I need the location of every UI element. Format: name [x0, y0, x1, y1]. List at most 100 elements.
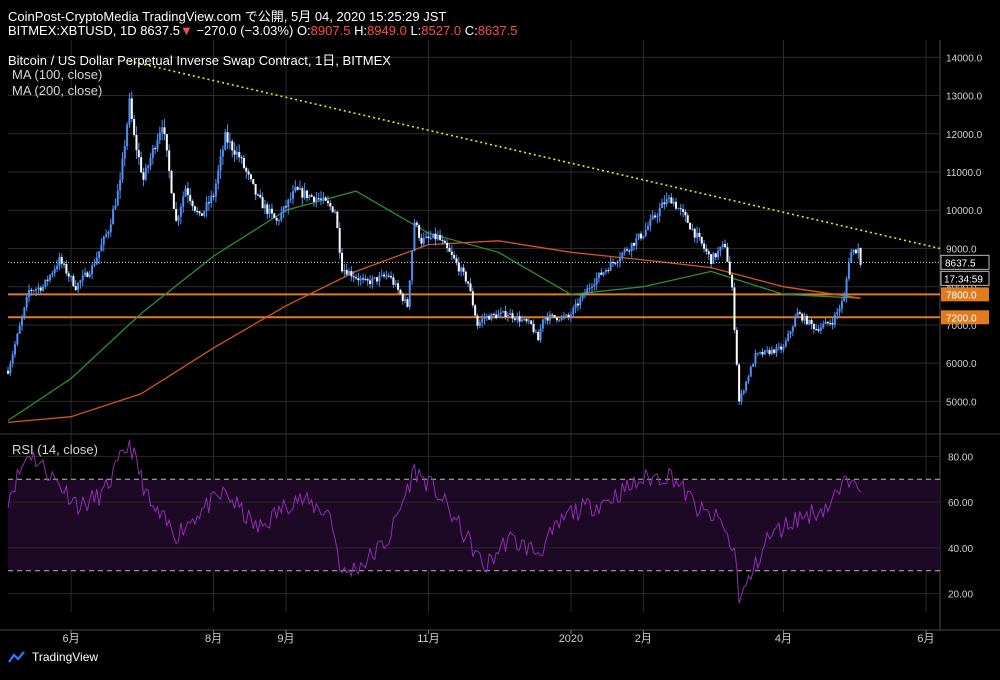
candle-body — [23, 307, 26, 318]
legend-ma100[interactable]: MA (100, close) — [12, 67, 103, 82]
close-label: C: — [464, 23, 478, 38]
candle-body — [210, 195, 213, 204]
candle-body — [394, 283, 397, 285]
candle-body — [824, 321, 827, 325]
candle-body — [198, 211, 201, 214]
candle-body — [427, 236, 430, 239]
candle-body — [238, 152, 241, 158]
candle-body — [310, 195, 313, 197]
candle-body — [317, 198, 320, 200]
candle-body — [56, 265, 59, 269]
candle-body — [140, 157, 143, 173]
candle-body — [586, 288, 589, 294]
candle-body — [497, 314, 500, 318]
candle-body — [768, 350, 771, 355]
candle-body — [759, 352, 762, 354]
candle-body — [826, 321, 829, 324]
candle-body — [366, 279, 369, 281]
candle-body — [462, 267, 465, 272]
candle-body — [742, 390, 745, 394]
candle-body — [350, 271, 353, 277]
candle-body — [46, 279, 49, 281]
candle-body — [383, 274, 386, 277]
candle-body — [513, 318, 516, 320]
candle-body — [822, 324, 825, 328]
candle-body — [847, 262, 850, 279]
last-price-label: 8637.5 — [945, 258, 976, 269]
candle-body — [193, 206, 196, 211]
candle-body — [81, 275, 84, 281]
candle-body — [186, 188, 189, 196]
candle-body — [436, 235, 439, 240]
candles-group — [7, 91, 862, 406]
tradingview-logo-icon — [8, 651, 25, 663]
candle-body — [263, 204, 266, 209]
tradingview-brand[interactable]: TradingView — [8, 650, 98, 664]
candle-body — [658, 208, 661, 217]
candle-body — [79, 280, 82, 283]
candle-body — [843, 296, 846, 302]
candle-body — [135, 135, 138, 151]
candle-body — [555, 317, 558, 321]
candle-body — [270, 208, 273, 214]
candle-body — [464, 271, 467, 282]
candle-body — [446, 242, 449, 249]
ma100-line — [7, 190, 861, 422]
candle-body — [418, 224, 421, 238]
candle-body — [476, 315, 479, 326]
candle-body — [539, 328, 542, 341]
candle-body — [450, 251, 453, 255]
legend-rsi[interactable]: RSI (14, close) — [12, 442, 98, 457]
candle-body — [58, 256, 61, 266]
candle-body — [70, 276, 73, 278]
candle-body — [614, 262, 617, 264]
candle-body — [312, 196, 315, 202]
candle-body — [443, 240, 446, 243]
candle-body — [147, 165, 150, 168]
candle-body — [474, 305, 477, 316]
legend-ma200[interactable]: MA (200, close) — [12, 83, 103, 98]
candle-body — [259, 194, 262, 198]
candle-body — [558, 319, 561, 321]
candle-body — [357, 278, 360, 281]
candle-body — [53, 268, 56, 274]
candle-body — [831, 323, 834, 325]
candle-body — [665, 198, 668, 205]
candle-body — [467, 281, 470, 284]
candle-body — [336, 211, 339, 229]
candle-body — [380, 274, 383, 276]
candle-body — [453, 254, 456, 259]
candle-body — [207, 202, 210, 204]
candle-body — [338, 228, 341, 253]
candle-body — [857, 247, 860, 254]
candle-body — [86, 272, 89, 277]
candle-body — [123, 146, 126, 159]
candle-body — [506, 315, 509, 318]
candle-body — [390, 276, 393, 278]
descending-trendline — [129, 60, 941, 250]
candle-body — [794, 317, 797, 327]
candle-body — [161, 127, 164, 133]
candle-body — [829, 323, 832, 325]
candle-body — [352, 276, 355, 278]
candle-body — [109, 224, 112, 232]
countdown-label: 17:34:59 — [944, 274, 983, 285]
candle-body — [761, 352, 764, 355]
last-price-tag — [940, 254, 990, 270]
candle-body — [773, 349, 776, 353]
candle-body — [705, 248, 708, 252]
y-tick-label: 6000.0 — [946, 359, 977, 370]
candle-body — [520, 319, 523, 322]
candle-body — [833, 314, 836, 325]
candle-body — [703, 243, 706, 249]
candle-body — [315, 198, 318, 202]
candle-body — [233, 150, 236, 155]
candle-body — [460, 267, 463, 272]
candle-body — [693, 228, 696, 238]
candle-body — [224, 132, 227, 150]
candle-body — [537, 331, 540, 341]
support-level-tag — [941, 310, 989, 325]
candle-body — [565, 314, 568, 316]
candle-body — [397, 283, 400, 290]
